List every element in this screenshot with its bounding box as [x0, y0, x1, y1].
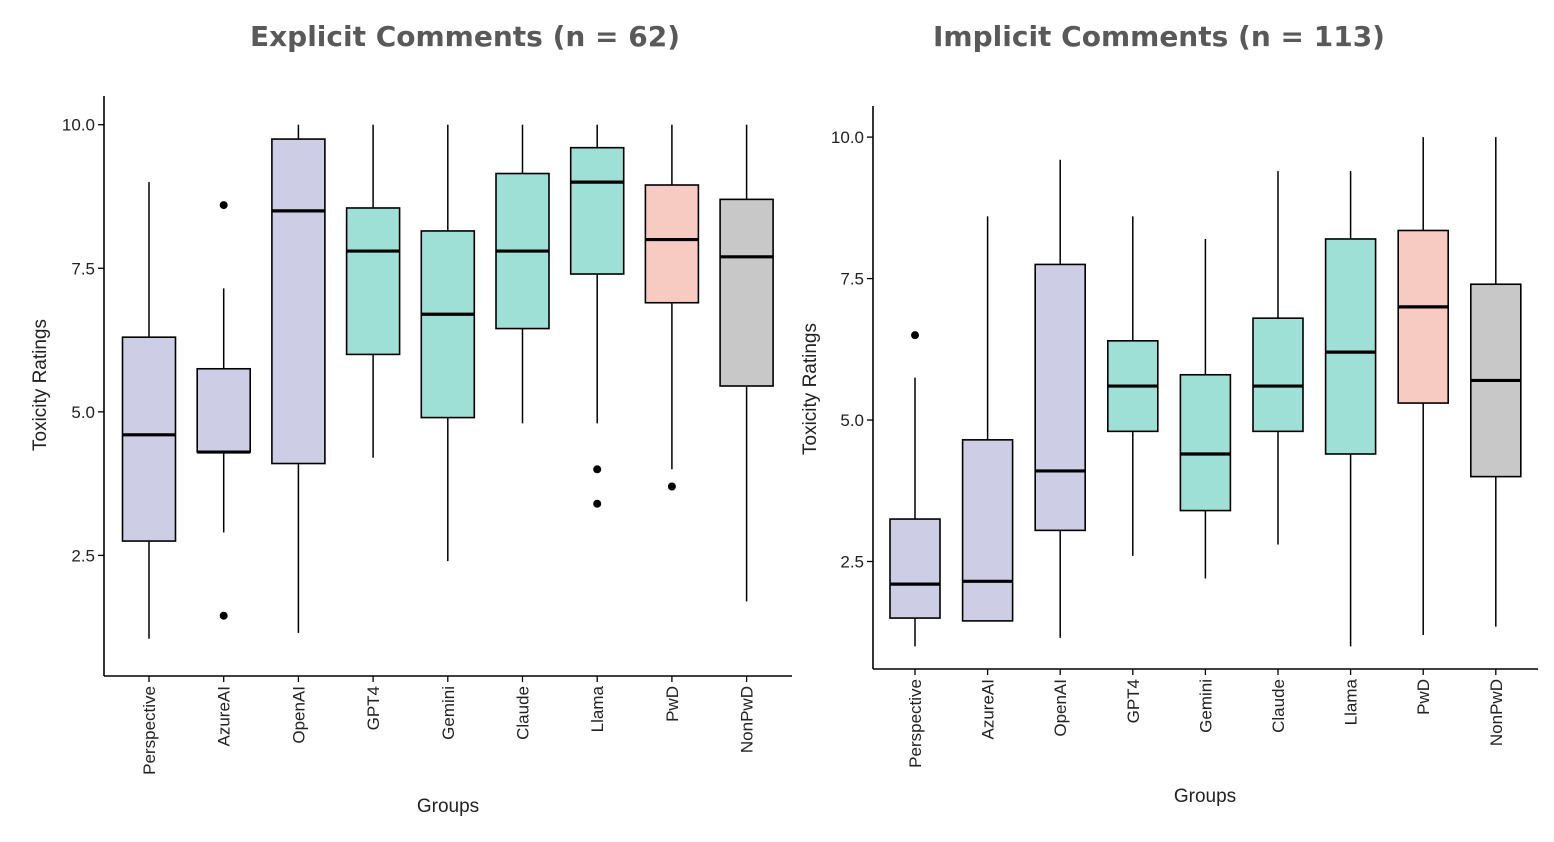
implicit-x-tick-label: OpenAI — [1051, 679, 1070, 737]
explicit-x-tick-label: Perspective — [140, 686, 159, 775]
explicit-y-tick-label: 10.0 — [62, 116, 95, 135]
implicit-y-tick-label: 10.0 — [831, 128, 864, 147]
explicit-x-tick-label: Gemini — [439, 686, 458, 740]
implicit-box-openai — [1034, 159, 1086, 638]
implicit-box-gemini — [1179, 238, 1232, 579]
outlier-point — [219, 611, 228, 620]
explicit-y-axis-title: Toxicity Ratings — [30, 319, 51, 451]
implicit-y-tick-label: 5.0 — [840, 411, 864, 430]
iqr-box — [121, 336, 177, 542]
explicit-x-tick-label: Claude — [514, 686, 533, 740]
explicit-box-openai — [271, 124, 326, 633]
iqr-box — [569, 146, 625, 275]
iqr-box — [1252, 317, 1304, 433]
implicit-y-axis-title: Toxicity Ratings — [800, 323, 821, 455]
explicit-box-llama — [569, 124, 625, 508]
explicit-box-perspective — [121, 182, 177, 639]
implicit-x-tick-label: Claude — [1269, 679, 1288, 733]
implicit-x-axis-title: Groups — [1174, 786, 1236, 807]
implicit-x-tick-label: Llama — [1342, 678, 1361, 725]
explicit-box-pwd — [644, 124, 700, 491]
iqr-box — [196, 367, 251, 453]
outlier-point — [593, 499, 602, 508]
outlier-point — [593, 465, 602, 474]
outlier-point — [911, 331, 919, 340]
iqr-box — [719, 198, 774, 387]
implicit-comments-panel: Implicit Comments (n = 113) Toxicity Rat… — [800, 20, 1538, 807]
explicit-box-nonpwd — [719, 124, 774, 602]
iqr-box — [644, 184, 700, 304]
iqr-box — [961, 439, 1014, 622]
implicit-boxes — [889, 137, 1522, 647]
explicit-box-azureai — [196, 201, 251, 620]
iqr-box — [1324, 238, 1377, 455]
implicit-x-tick-label: AzureAI — [979, 679, 998, 739]
outlier-point — [219, 201, 228, 210]
implicit-box-azureai — [961, 216, 1014, 622]
implicit-x-tick-label: PwD — [1414, 679, 1433, 715]
implicit-box-gpt4 — [1107, 216, 1159, 556]
explicit-y-ticks: 2.5 5.0 7.5 10.0 — [62, 96, 792, 677]
explicit-x-tick-label: PwD — [663, 686, 682, 722]
explicit-x-tick-label: AzureAI — [215, 686, 234, 746]
outlier-point — [667, 482, 676, 491]
implicit-box-claude — [1252, 171, 1304, 545]
iqr-box — [1397, 229, 1449, 404]
explicit-chart-title: Explicit Comments (n = 62) — [250, 20, 680, 53]
implicit-box-pwd — [1397, 137, 1449, 636]
explicit-y-tick-label: 7.5 — [71, 259, 95, 278]
iqr-box — [345, 207, 401, 356]
explicit-x-ticks: Perspective AzureAI OpenAI GPT4 Gemini Claude… — [140, 676, 757, 775]
iqr-box — [420, 230, 476, 419]
iqr-box — [889, 518, 941, 619]
implicit-chart-title: Implicit Comments (n = 113) — [933, 20, 1385, 53]
implicit-x-tick-label: Perspective — [906, 679, 925, 768]
explicit-y-tick-label: 2.5 — [71, 546, 95, 565]
explicit-x-tick-label: Llama — [588, 685, 607, 732]
explicit-x-tick-label: OpenAI — [289, 686, 308, 744]
explicit-box-gpt4 — [345, 124, 401, 458]
explicit-x-tick-label: GPT4 — [364, 686, 383, 730]
explicit-x-axis-title: Groups — [417, 796, 479, 817]
iqr-box — [1179, 373, 1232, 512]
implicit-x-tick-label: GPT4 — [1124, 679, 1143, 723]
iqr-box — [271, 138, 326, 465]
implicit-y-tick-label: 2.5 — [840, 552, 864, 571]
implicit-box-nonpwd — [1470, 137, 1522, 627]
explicit-x-tick-label: NonPwD — [738, 686, 757, 753]
implicit-x-tick-label: Gemini — [1196, 679, 1215, 733]
iqr-box — [1034, 263, 1086, 532]
implicit-x-tick-label: NonPwD — [1487, 679, 1506, 746]
implicit-box-llama — [1324, 171, 1377, 647]
explicit-y-tick-label: 5.0 — [71, 403, 95, 422]
explicit-comments-panel: Explicit Comments (n = 62) Toxicity Rati… — [30, 20, 792, 817]
explicit-boxes — [121, 124, 774, 639]
implicit-box-perspective — [889, 331, 941, 647]
explicit-box-claude — [495, 124, 550, 424]
explicit-box-gemini — [420, 124, 476, 562]
implicit-y-tick-label: 7.5 — [840, 270, 864, 289]
implicit-x-ticks: Perspective AzureAI OpenAI GPT4 Gemini Claude… — [906, 669, 1506, 768]
